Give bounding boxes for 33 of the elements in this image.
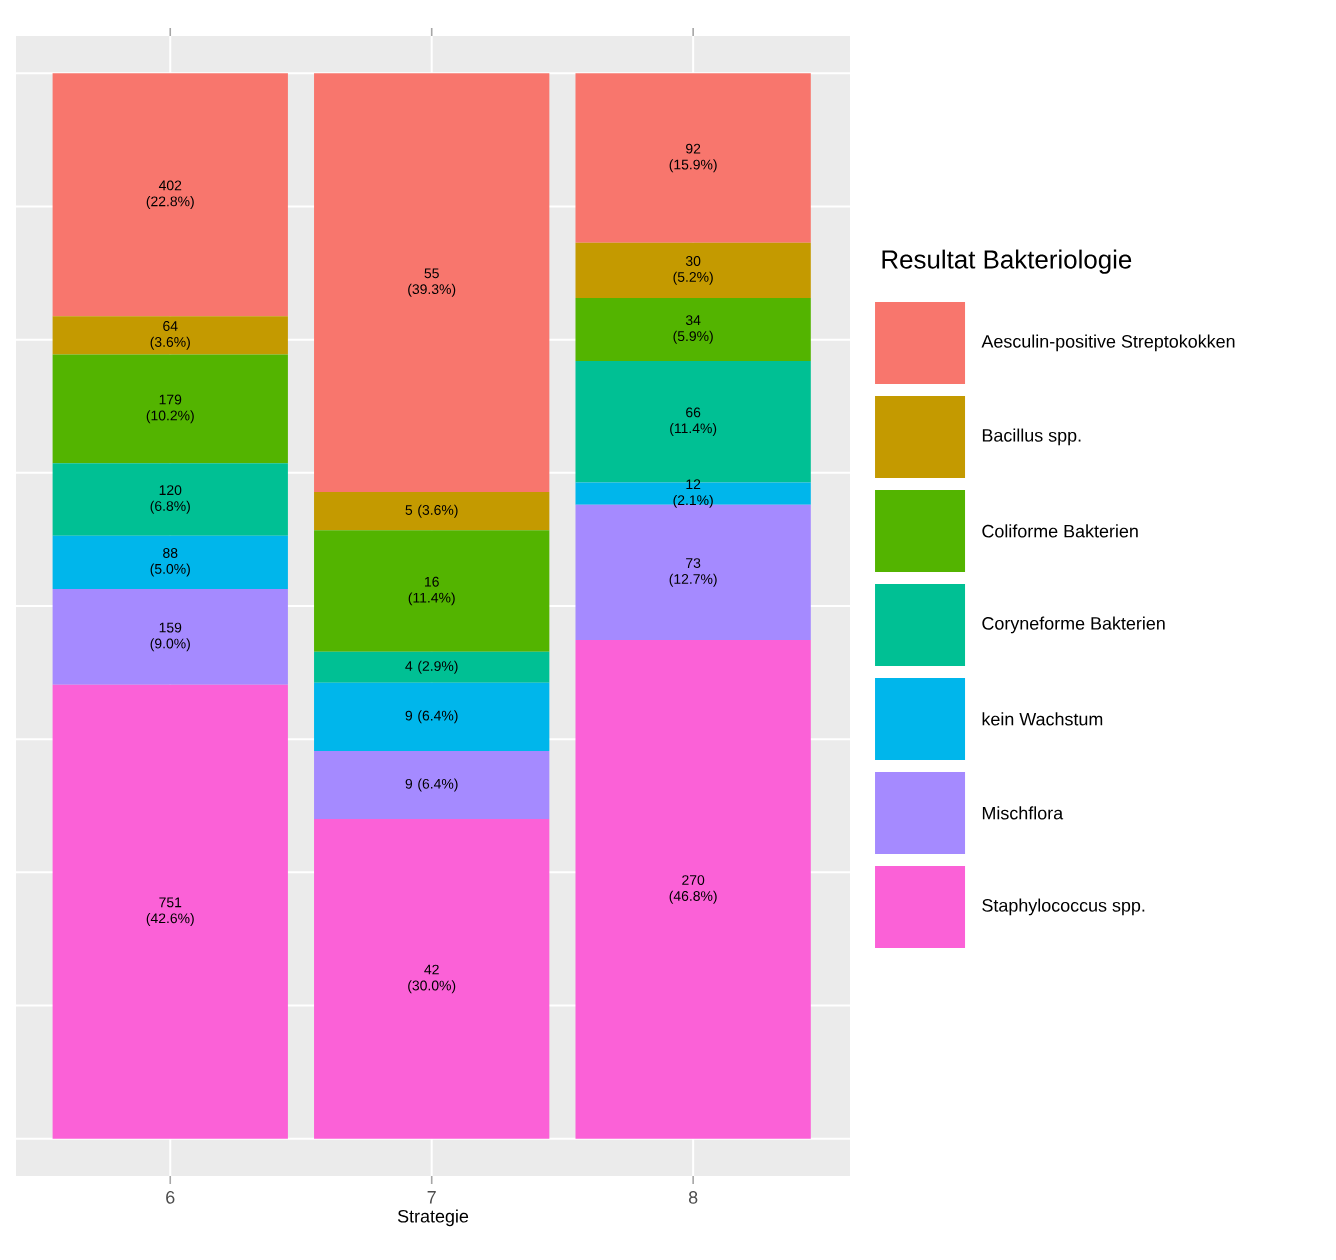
bar [575,298,811,361]
x-tick-label: 8 [688,1191,698,1204]
bar [314,651,550,683]
bar [575,640,811,1139]
bar [575,504,811,641]
bar [52,588,288,685]
bar [52,354,288,464]
x-axis-title: Strategie [397,1209,469,1227]
bar [314,682,550,751]
text: Coliforme Bakterien [982,524,1138,538]
bar [314,819,550,1139]
bar [575,73,811,243]
bar [314,750,550,820]
bar [314,491,550,531]
text: Aesculin-positive Streptokokken [981,334,1235,352]
bar [575,360,811,483]
bar [52,316,288,355]
legend-title: Resultat Bakteriologie [882,249,1132,274]
bar [52,73,288,317]
bar [52,463,288,536]
bar [575,242,811,299]
text: kein Wachstum [982,712,1103,726]
x-tick-label: 6 [166,1191,175,1204]
text: Mischflora [982,806,1064,820]
bar [314,530,550,652]
bar [52,684,288,1139]
text: Coryneforme Bakterien [982,616,1165,634]
bar [52,535,288,589]
text: Staphylococcus spp. [982,898,1145,916]
bar [314,73,550,492]
x-tick-label: 7 [427,1191,436,1204]
text: Bacillus spp. [982,428,1081,446]
bar [575,482,811,505]
